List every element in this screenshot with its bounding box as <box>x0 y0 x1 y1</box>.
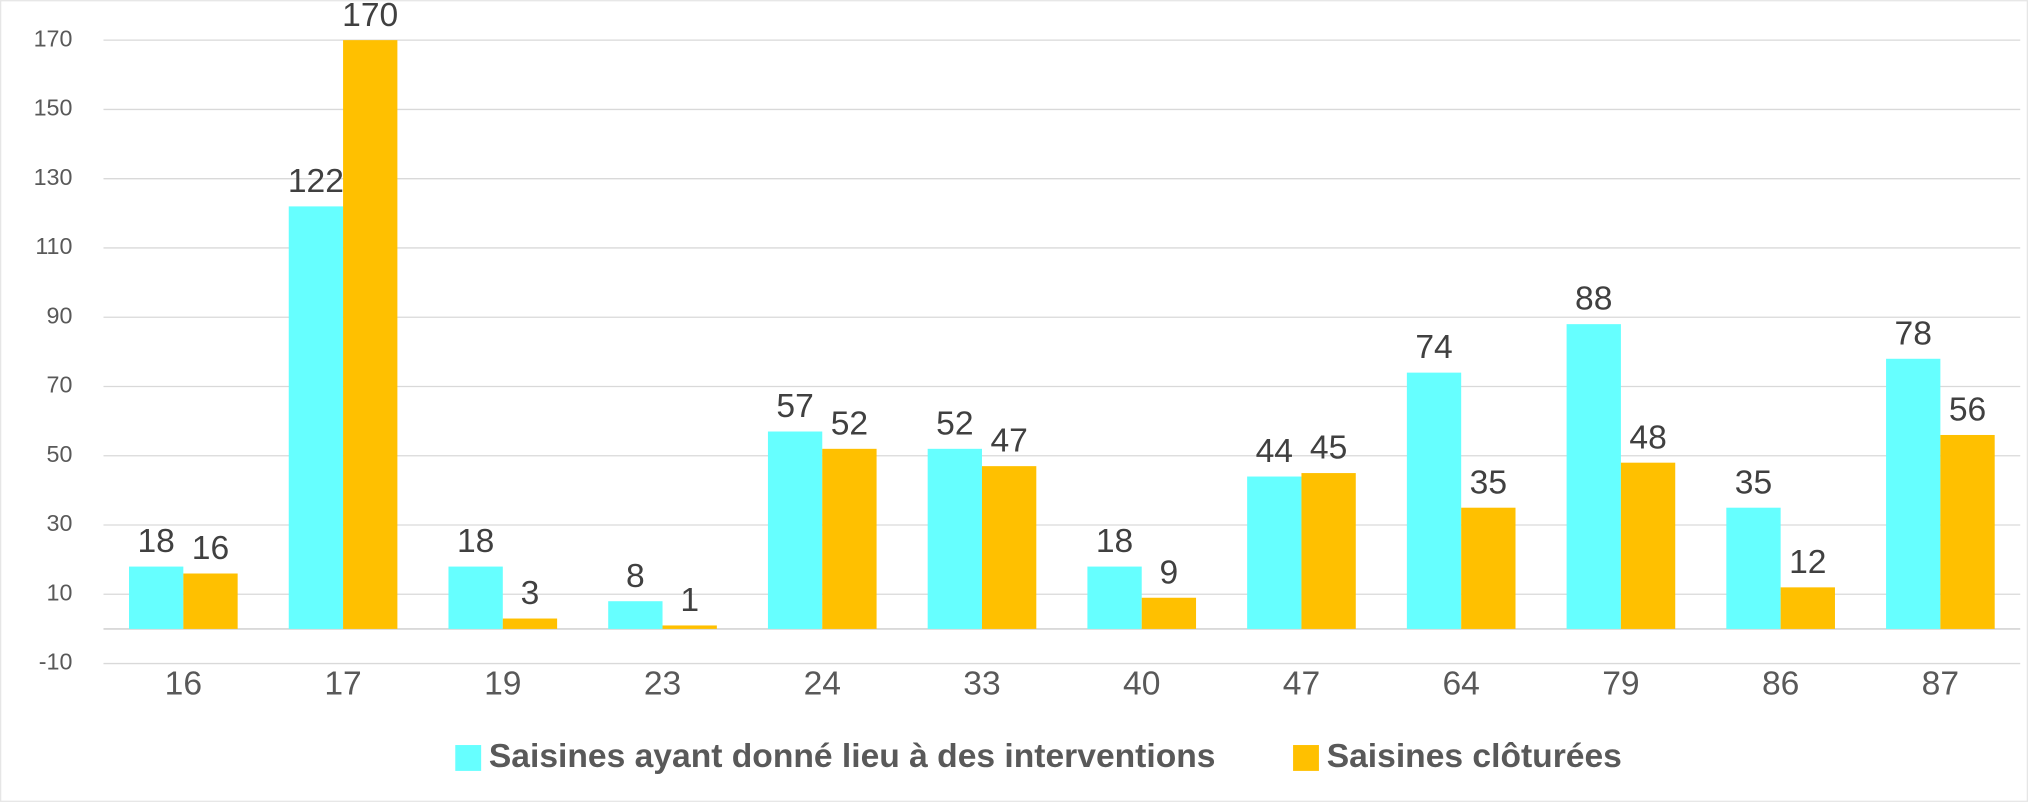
x-tick-label: 24 <box>804 665 841 702</box>
bar <box>448 566 503 629</box>
value-label: 122 <box>288 163 344 200</box>
bar <box>183 573 238 629</box>
value-label: 1 <box>680 582 699 619</box>
legend-swatch <box>455 745 482 771</box>
y-tick-label: 30 <box>47 510 73 536</box>
bar <box>981 466 1037 629</box>
x-tick-label: 87 <box>1922 665 1959 702</box>
x-tick-label: 23 <box>644 665 681 702</box>
y-tick-label: 130 <box>34 164 73 190</box>
value-label: 18 <box>1096 523 1133 560</box>
bar <box>1566 324 1621 629</box>
y-tick-label: 50 <box>47 441 73 467</box>
legend-label: Saisines clôturées <box>1327 738 1622 775</box>
x-tick-label: 16 <box>165 665 202 702</box>
bar <box>1301 473 1356 629</box>
x-tick-label: 19 <box>484 665 521 702</box>
bar <box>1247 476 1302 629</box>
value-label: 52 <box>936 405 973 442</box>
value-label: 57 <box>776 388 813 425</box>
y-tick-label: 70 <box>47 372 73 398</box>
y-tick-label: 110 <box>35 233 72 259</box>
value-label: 52 <box>831 405 868 442</box>
bar <box>1940 434 1995 629</box>
value-label: 44 <box>1256 433 1293 470</box>
bar <box>767 431 823 629</box>
y-tick-label: -10 <box>39 649 73 675</box>
bar <box>1141 597 1197 629</box>
value-label: 35 <box>1470 464 1507 501</box>
value-label: 78 <box>1895 315 1932 352</box>
bar <box>1461 507 1516 629</box>
y-tick-label: 10 <box>47 579 73 605</box>
value-label: 74 <box>1415 329 1452 366</box>
value-label: 88 <box>1575 281 1612 318</box>
value-label: 12 <box>1789 544 1826 581</box>
bar <box>1780 587 1835 629</box>
value-label: 35 <box>1735 464 1772 501</box>
legend-swatch <box>1293 745 1319 771</box>
bar <box>343 40 398 629</box>
value-label: 9 <box>1160 554 1179 591</box>
bar <box>1087 566 1142 629</box>
bar <box>822 448 877 629</box>
bar <box>129 566 184 629</box>
legend-label: Saisines ayant donné lieu à des interven… <box>489 738 1216 775</box>
bar <box>288 206 344 629</box>
value-label: 18 <box>137 523 174 560</box>
bar <box>1620 462 1676 629</box>
bar <box>1406 372 1462 629</box>
x-tick-label: 17 <box>324 665 361 702</box>
value-label: 16 <box>192 530 229 567</box>
value-label: 170 <box>342 0 398 34</box>
y-tick-label: 170 <box>34 25 73 51</box>
x-tick-label: 79 <box>1602 665 1639 702</box>
value-label: 48 <box>1629 419 1666 456</box>
x-tick-label: 40 <box>1123 665 1160 702</box>
y-tick-label: 150 <box>34 95 73 121</box>
value-label: 47 <box>990 423 1027 460</box>
bar <box>608 601 663 629</box>
bar <box>502 618 558 629</box>
bar <box>927 448 982 629</box>
bar <box>1886 358 1941 629</box>
x-tick-label: 47 <box>1283 665 1320 702</box>
value-label: 3 <box>521 575 540 612</box>
value-label: 45 <box>1310 430 1347 467</box>
y-tick-label: 90 <box>47 302 73 328</box>
value-label: 18 <box>457 523 494 560</box>
value-label: 8 <box>626 558 645 595</box>
bar <box>1726 507 1781 629</box>
x-tick-label: 86 <box>1762 665 1799 702</box>
bar <box>662 625 717 629</box>
x-tick-label: 33 <box>963 665 1000 702</box>
value-label: 56 <box>1949 392 1986 429</box>
x-tick-label: 64 <box>1442 665 1479 702</box>
